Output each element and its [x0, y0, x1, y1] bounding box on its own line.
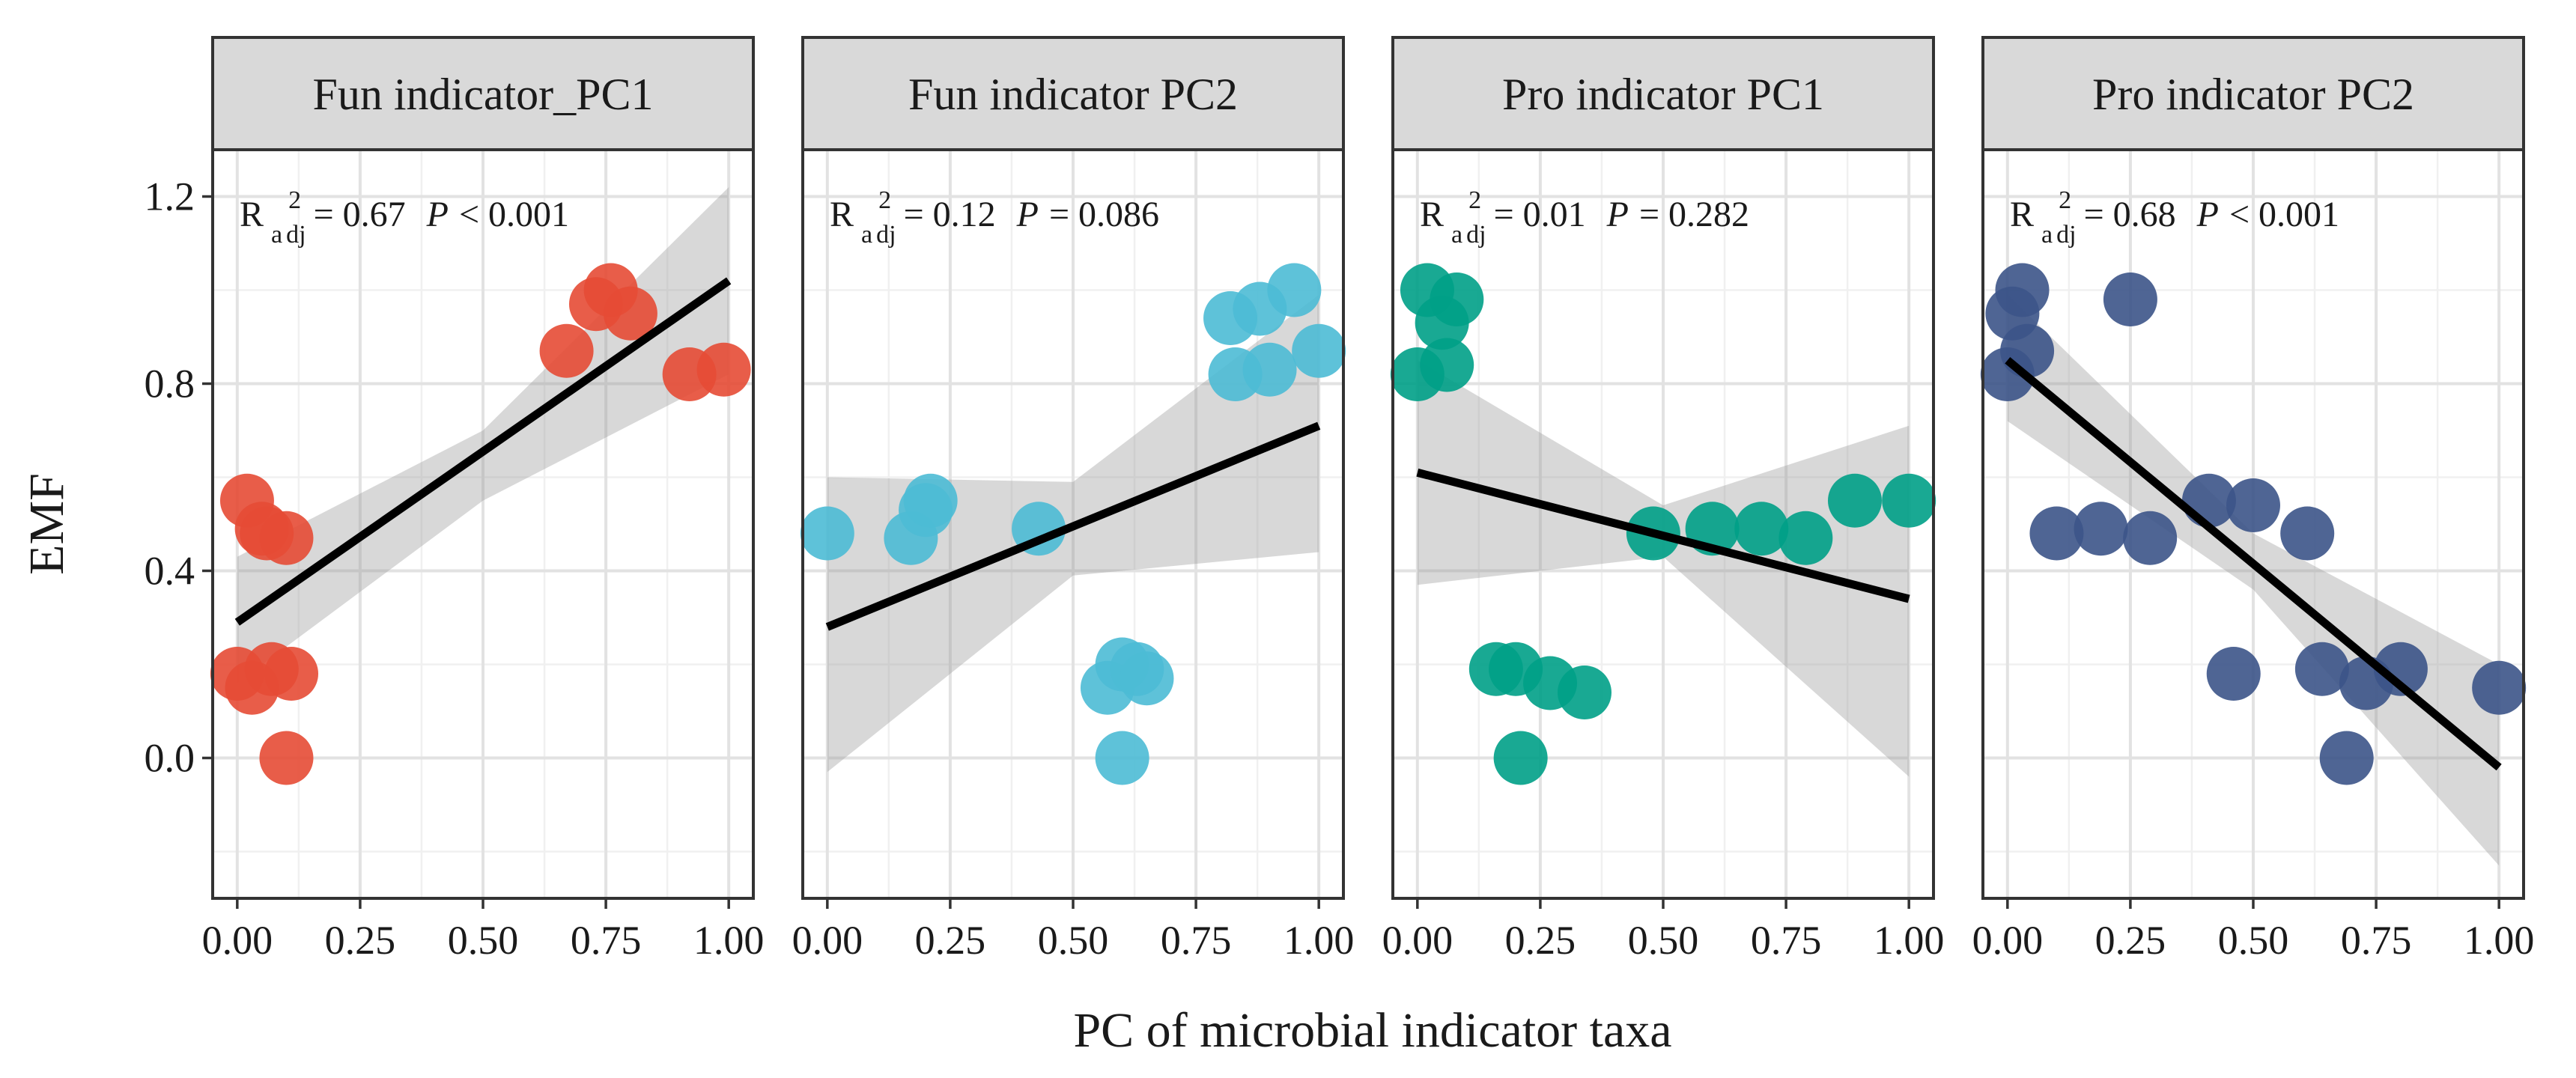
x-tick-label: 1.00	[2464, 918, 2535, 963]
stat-annotation: Ra2 dj= 0.67 P < 0.001	[240, 186, 569, 249]
y-tick-label: 0.8	[145, 362, 195, 406]
facet-strip	[1981, 36, 2525, 151]
data-point	[1242, 342, 1297, 397]
data-point	[2373, 642, 2428, 696]
data-point	[259, 511, 314, 565]
data-point	[1430, 272, 1484, 326]
x-axis-title: PC of microbial indicator taxa	[1073, 1003, 1671, 1058]
x-tick-label: 0.00	[1382, 918, 1453, 963]
confidence-band	[827, 294, 1319, 773]
data-point	[800, 506, 854, 561]
stat-annotation: Ra2 dj= 0.12 P = 0.086	[830, 186, 1159, 249]
x-tick-label: 0.50	[1038, 918, 1109, 963]
data-point	[2123, 511, 2178, 565]
regression-line	[825, 421, 1321, 631]
data-point	[2074, 502, 2128, 556]
data-point	[1493, 731, 1548, 785]
data-point	[903, 473, 958, 528]
x-tick-label: 0.75	[1161, 918, 1232, 963]
facet-title: Pro indicator PC2	[2092, 70, 2414, 119]
data-point	[2029, 506, 2084, 561]
data-point	[1292, 323, 1346, 378]
regression-line	[2005, 357, 2502, 771]
data-point	[2319, 731, 2374, 785]
data-point	[1995, 263, 2050, 317]
x-tick-label: 0.25	[915, 918, 986, 963]
x-tick-label: 0.00	[202, 918, 273, 963]
stat-annotation: Ra2 dj= 0.68 P < 0.001	[2010, 186, 2339, 249]
y-tick-label: 1.2	[145, 174, 195, 219]
panel-1: Ra2 dj= 0.67 P < 0.001 Fun indicator_PC1 0.00…	[202, 36, 765, 963]
data-point	[539, 323, 594, 378]
data-point	[2103, 272, 2157, 326]
data-point	[2000, 323, 2055, 378]
panels-group: 0.0 0.4 0.8 1.2 Ra2 dj= 0.67 P < 0.001 Fun indic…	[145, 36, 2535, 963]
x-tick-label: 0.75	[2341, 918, 2412, 963]
data-point	[2280, 506, 2335, 561]
data-point	[1095, 731, 1149, 785]
confidence-band	[1417, 360, 1910, 777]
facet-title: Fun indicator_PC1	[312, 70, 653, 119]
data-point	[1778, 511, 1833, 565]
data-point	[1120, 651, 1174, 706]
data-point	[259, 731, 314, 785]
panel-2: Ra2 dj= 0.12 P = 0.086 Fun indicator PC2 0.00…	[792, 36, 1355, 963]
panel-4: Ra2 dj= 0.68 P < 0.001 Pro indicator PC2 0.00…	[1972, 36, 2535, 963]
x-tick-label: 1.00	[693, 918, 765, 963]
data-point	[1420, 338, 1474, 392]
regression-line	[1416, 468, 1910, 603]
facet-strip	[211, 36, 755, 151]
facet-title: Fun indicator PC2	[908, 70, 1238, 119]
data-point	[2294, 642, 2349, 696]
y-tick-label: 0.4	[145, 549, 195, 594]
x-tick-label: 0.25	[2095, 918, 2166, 963]
x-tick-label: 1.00	[1874, 918, 1945, 963]
data-point	[1557, 666, 1611, 719]
x-tick-label: 0.25	[325, 918, 396, 963]
facet-strip	[801, 36, 1345, 151]
data-point	[696, 342, 751, 397]
data-point	[1827, 473, 1882, 528]
facet-title: Pro indicator PC1	[1502, 70, 1824, 119]
data-point	[2226, 478, 2280, 532]
y-tick-label: 0.0	[145, 736, 195, 781]
x-tick-label: 0.75	[1751, 918, 1822, 963]
x-tick-label: 0.75	[571, 918, 642, 963]
data-point	[603, 286, 657, 341]
x-tick-label: 0.00	[1972, 918, 2044, 963]
data-point	[1734, 502, 1789, 556]
x-tick-label: 0.50	[2218, 918, 2289, 963]
data-point	[264, 647, 319, 701]
regression-line	[234, 277, 732, 626]
data-point	[2472, 660, 2527, 715]
facet-strip	[1391, 36, 1935, 151]
confidence-band	[2007, 294, 2500, 866]
data-point	[1267, 263, 1322, 317]
data-point	[1882, 473, 1936, 528]
y-axis-title: EMF	[19, 473, 74, 575]
x-tick-label: 0.25	[1505, 918, 1576, 963]
panel-3: Ra2 dj= 0.01 P = 0.282 Pro indicator PC1 0.00…	[1382, 36, 1945, 963]
x-tick-label: 0.50	[448, 918, 519, 963]
x-tick-label: 1.00	[1284, 918, 1355, 963]
data-point	[2206, 647, 2261, 701]
x-tick-label: 0.00	[792, 918, 863, 963]
x-tick-label: 0.50	[1628, 918, 1699, 963]
stat-annotation: Ra2 dj= 0.01 P = 0.282	[1420, 186, 1749, 249]
